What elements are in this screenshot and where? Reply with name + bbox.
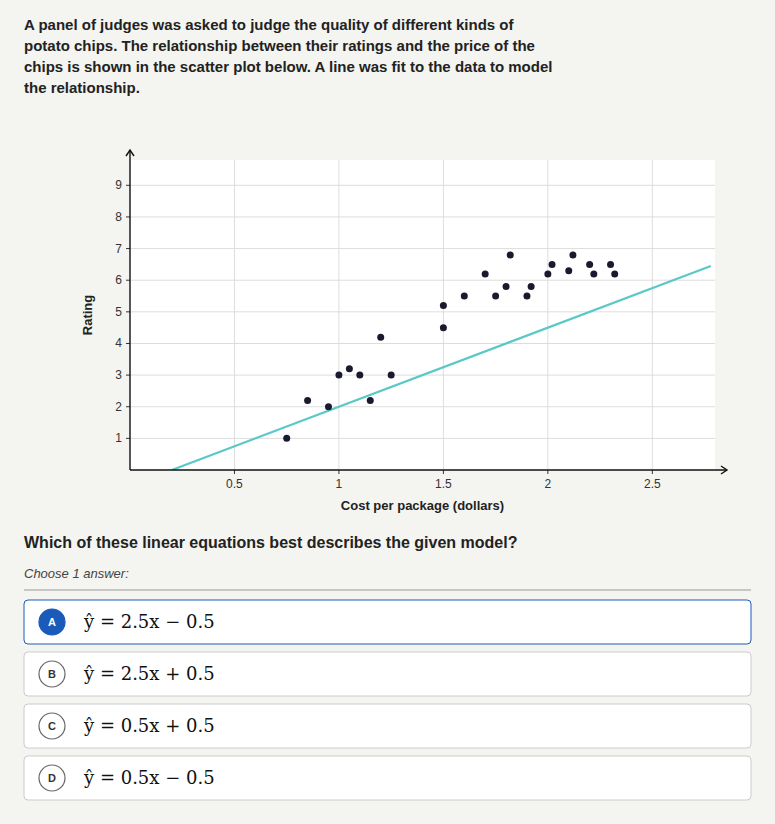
scatter-point bbox=[482, 270, 489, 277]
option-text[interactable]: ŷ = 2.5x − 0.5 bbox=[83, 611, 215, 632]
option-label[interactable]: C bbox=[48, 720, 56, 732]
y-grid-line bbox=[130, 280, 715, 281]
x-tick-label: 0.5 bbox=[226, 477, 243, 491]
option-indicator[interactable] bbox=[39, 765, 65, 791]
option-text[interactable]: ŷ = 0.5x + 0.5 bbox=[83, 715, 215, 736]
x-tick-label: 2 bbox=[545, 477, 552, 491]
x-tick-label: 2.5 bbox=[644, 477, 661, 491]
scatter-point bbox=[607, 261, 614, 268]
prompt: Choose 1 answer: bbox=[24, 566, 129, 581]
x-tick-label: 1.5 bbox=[435, 477, 452, 491]
separator bbox=[24, 590, 751, 591]
scatter-point bbox=[440, 302, 447, 309]
option-box[interactable] bbox=[24, 756, 751, 800]
scatter-point bbox=[440, 324, 447, 331]
y-axis-line bbox=[129, 150, 130, 470]
y-grid-line bbox=[130, 343, 715, 344]
x-axis-line bbox=[130, 469, 727, 470]
description: A panel of judges was asked to judge the… bbox=[24, 16, 552, 96]
y-tick-label: 2 bbox=[115, 400, 122, 414]
axes bbox=[126, 150, 727, 474]
y-tick-label: 3 bbox=[115, 368, 122, 382]
scatter-point bbox=[503, 283, 510, 290]
y-grid-line bbox=[130, 216, 715, 217]
x-grid-line bbox=[652, 160, 653, 470]
y-tick-label: 1 bbox=[115, 431, 122, 445]
scatter-point bbox=[523, 293, 530, 300]
y-grid-line bbox=[130, 311, 715, 312]
ticks: 0.5 1 1.5 2 2.5 1 2 3 4 5 6 7 8 9 bbox=[115, 178, 661, 491]
data bbox=[172, 251, 711, 470]
y-grid-line bbox=[130, 438, 715, 439]
option-indicator[interactable] bbox=[39, 609, 65, 635]
option-box[interactable] bbox=[24, 652, 751, 696]
y-grid-line bbox=[130, 406, 715, 407]
option-label[interactable]: B bbox=[48, 668, 56, 680]
y-tick-label: 5 bbox=[115, 305, 122, 319]
scatter-point bbox=[388, 372, 395, 379]
answer-option[interactable]: Bŷ = 2.5x + 0.5 bbox=[24, 652, 751, 696]
y-tick-label: 7 bbox=[115, 242, 122, 256]
scatter-point bbox=[507, 251, 514, 258]
question: Which of these linear equations best des… bbox=[24, 534, 517, 551]
option-label[interactable]: A bbox=[48, 616, 56, 628]
scatter-point bbox=[492, 293, 499, 300]
y-tick-label: 9 bbox=[115, 178, 122, 192]
option-label[interactable]: D bbox=[48, 772, 56, 784]
y-tick-label: 6 bbox=[115, 273, 122, 287]
option-text[interactable]: ŷ = 0.5x − 0.5 bbox=[83, 767, 215, 788]
x-tick-label: 1 bbox=[336, 477, 343, 491]
x-grid-line bbox=[338, 160, 339, 470]
x-grid-line bbox=[443, 160, 444, 470]
x-axis-arrow bbox=[721, 466, 727, 474]
answer-option[interactable]: Cŷ = 0.5x + 0.5 bbox=[24, 704, 751, 748]
scatter-point bbox=[325, 403, 332, 410]
plot-area bbox=[130, 160, 715, 470]
page: A panel of judges was asked to judge the… bbox=[0, 0, 775, 824]
grid bbox=[130, 160, 715, 470]
y-axis-label: Rating bbox=[80, 295, 95, 336]
scatter-point bbox=[367, 397, 374, 404]
option-text[interactable]: ŷ = 2.5x + 0.5 bbox=[83, 663, 215, 684]
scatter-point bbox=[569, 251, 576, 258]
scatter-point bbox=[335, 372, 342, 379]
y-tick-label: 4 bbox=[115, 336, 122, 350]
scatter-point bbox=[283, 435, 290, 442]
x-axis-label: Cost per package (dollars) bbox=[341, 498, 504, 513]
y-axis-arrow bbox=[126, 150, 134, 156]
x-grid-line bbox=[547, 160, 548, 470]
option-box[interactable] bbox=[24, 600, 751, 644]
option-box[interactable] bbox=[24, 704, 751, 748]
scatter-point bbox=[304, 397, 311, 404]
answer-option[interactable]: Aŷ = 2.5x − 0.5 bbox=[24, 600, 751, 644]
background bbox=[0, 0, 775, 824]
scatter-point bbox=[565, 267, 572, 274]
scatter-point bbox=[528, 283, 535, 290]
scatter-point bbox=[544, 270, 551, 277]
option-indicator[interactable] bbox=[39, 713, 65, 739]
option-indicator[interactable] bbox=[39, 661, 65, 687]
scatter-point bbox=[586, 261, 593, 268]
scatter-point bbox=[461, 293, 468, 300]
y-tick-label: 8 bbox=[115, 210, 122, 224]
answer-option[interactable]: Dŷ = 0.5x − 0.5 bbox=[24, 756, 751, 800]
x-grid-line bbox=[234, 160, 235, 470]
scatter-point bbox=[549, 261, 556, 268]
y-grid-line bbox=[130, 185, 715, 186]
scatter-point bbox=[346, 365, 353, 372]
y-grid-line bbox=[130, 248, 715, 249]
scatter-point bbox=[356, 372, 363, 379]
scatter-point bbox=[590, 270, 597, 277]
scatter-point bbox=[377, 334, 384, 341]
fit-line bbox=[172, 266, 711, 470]
scatter-point bbox=[611, 270, 618, 277]
